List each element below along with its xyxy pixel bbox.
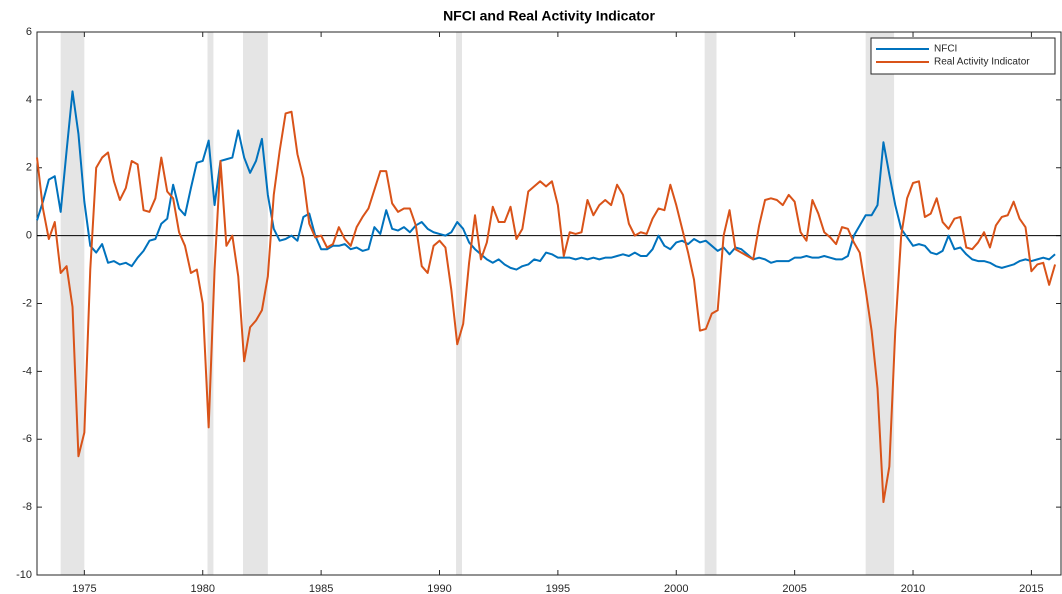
legend: NFCI Real Activity Indicator xyxy=(870,37,1056,75)
x-tick-label: 1995 xyxy=(546,583,570,594)
y-tick-label: -2 xyxy=(22,297,32,309)
recession-shade xyxy=(865,32,895,575)
legend-label: NFCI xyxy=(934,44,957,55)
legend-label: Real Activity Indicator xyxy=(934,57,1030,68)
y-tick-label: -6 xyxy=(22,433,32,445)
y-tick-label: 0 xyxy=(26,230,32,242)
x-tick-label: 2015 xyxy=(1019,583,1043,594)
y-tick-label: -8 xyxy=(22,501,32,513)
recession-shade xyxy=(207,32,214,575)
recession-shade xyxy=(704,32,717,575)
plot-frame xyxy=(36,31,1062,576)
y-tick-label: 4 xyxy=(26,94,32,106)
y-tick-label: 6 xyxy=(26,26,32,38)
x-tick-label: 1980 xyxy=(190,583,214,594)
legend-box xyxy=(870,37,1056,75)
recession-shade xyxy=(456,32,462,575)
x-tick-label: 2010 xyxy=(901,583,925,594)
x-tick-label: 2005 xyxy=(782,583,806,594)
x-tick-label: 2000 xyxy=(664,583,688,594)
y-tick-label: -4 xyxy=(22,365,32,377)
chart-title: NFCI and Real Activity Indicator xyxy=(443,8,655,24)
series-line xyxy=(36,110,1057,504)
y-tick-label: -10 xyxy=(16,569,32,581)
x-tick-label: 1990 xyxy=(427,583,451,594)
x-tick-label: 1975 xyxy=(72,583,96,594)
x-tick-label: 1985 xyxy=(309,583,333,594)
y-tick-label: 2 xyxy=(26,162,32,174)
series-line xyxy=(36,90,1056,271)
